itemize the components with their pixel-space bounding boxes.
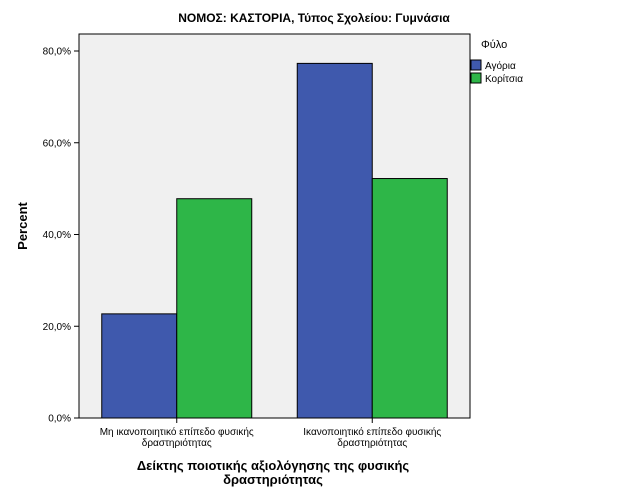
x-tick-label: δραστηριότητας — [142, 437, 212, 449]
bars-group — [101, 62, 448, 419]
bar-1-0 — [176, 198, 253, 419]
y-axis: 0,0% 20,0% 40,0% 60,0% 80,0% — [43, 47, 79, 425]
y-tick-label: 0,0% — [48, 414, 71, 425]
x-axis-label-line-1: Δείκτης ποιοτικής αξιολόγησης της φυσική… — [137, 458, 410, 473]
x-tick-label: Μη ικανοποιητικό επίπεδο φυσικής — [100, 426, 254, 438]
x-tick-label: δραστηριότητας — [337, 437, 407, 449]
legend-label-0: Αγόρια — [485, 60, 516, 72]
bar-0-1 — [296, 62, 373, 419]
x-axis: Μη ικανοποιητικό επίπεδο φυσικήςδραστηρι… — [100, 418, 441, 449]
bar-1-1 — [371, 178, 448, 419]
y-tick-label: 20,0% — [43, 322, 71, 333]
y-tick-label: 60,0% — [43, 138, 71, 149]
x-tick-label: Ικανοποιητικό επίπεδο φυσικής — [303, 426, 441, 438]
y-axis-label: Percent — [15, 201, 30, 249]
y-tick-label: 80,0% — [43, 47, 71, 58]
x-axis-label-line-2: δραστηριότητας — [223, 472, 323, 487]
legend-title: Φύλο — [481, 39, 507, 51]
legend-swatch-1 — [470, 72, 482, 84]
chart-title: ΝΟΜΟΣ: ΚΑΣΤΟΡΙΑ, Τύπος Σχολείου: Γυμνάσι… — [178, 11, 450, 25]
legend-label-1: Κορίτσια — [485, 73, 523, 85]
legend-swatch-0 — [470, 59, 482, 71]
bar-0-0 — [101, 313, 178, 419]
y-tick-label: 40,0% — [43, 230, 71, 241]
